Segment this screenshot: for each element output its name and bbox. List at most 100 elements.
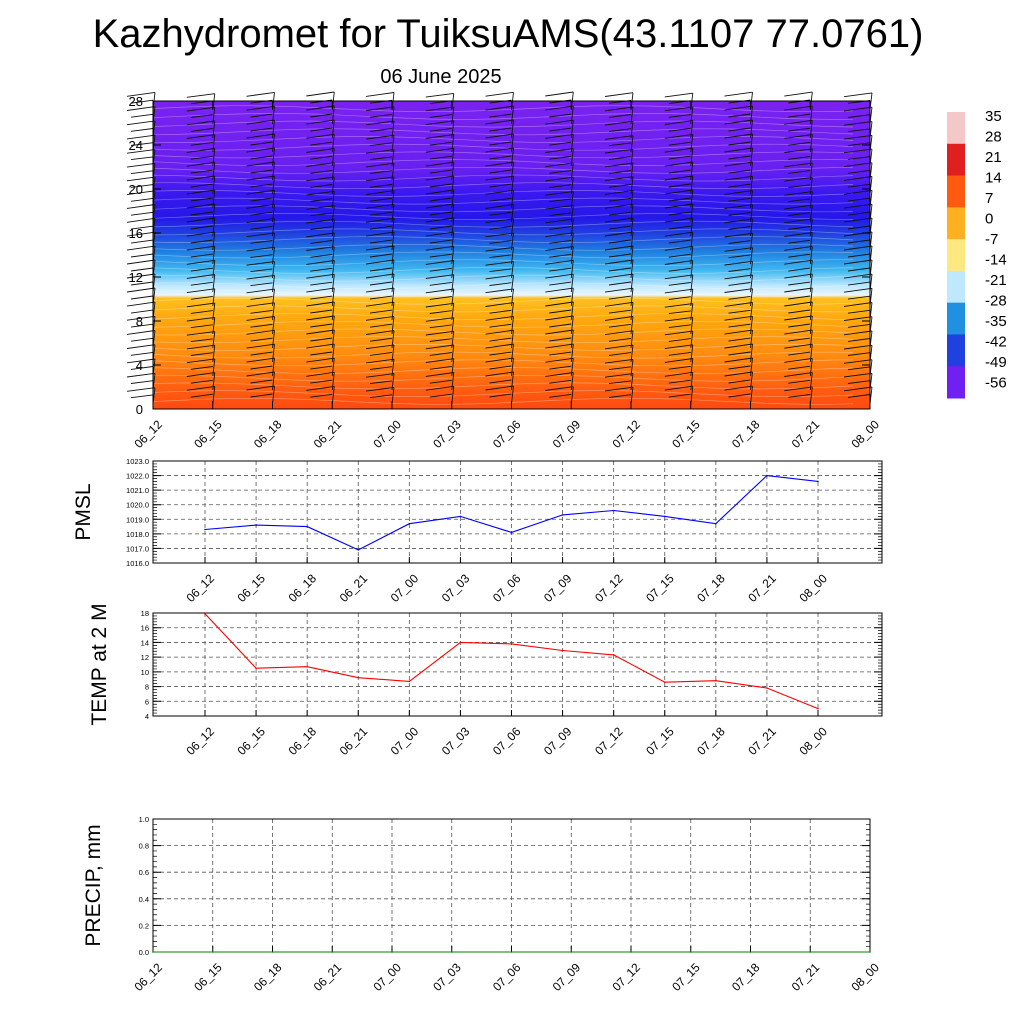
data-point [152, 951, 154, 953]
wind-barb [365, 315, 395, 335]
data-point [391, 951, 393, 953]
wind-barb [186, 288, 216, 307]
x-tick-label: 06_15 [191, 417, 225, 451]
wind-barb [306, 329, 335, 349]
wind-barb [246, 203, 275, 223]
wind-barb [604, 231, 634, 251]
data-point [869, 951, 871, 953]
wind-barb [664, 260, 694, 279]
wind-barb [545, 162, 574, 181]
x-tick-label: 06_18 [251, 417, 285, 451]
wind-barb [784, 315, 813, 335]
x-tick-label: 08_00 [848, 417, 882, 451]
x-tick-label: 07_06 [490, 960, 524, 994]
y-tick-label: 1.0 [139, 815, 149, 824]
data-point [451, 951, 453, 953]
y-tick-label: 0.2 [139, 921, 149, 930]
x-tick-label: 07_15 [643, 724, 677, 758]
wind-barb [664, 189, 694, 209]
x-tick-label: 06_21 [337, 571, 371, 605]
wind-barb [425, 134, 455, 153]
wind-barb [545, 329, 574, 349]
colorbar-swatch [947, 366, 965, 399]
wind-barb [604, 135, 634, 153]
wind-barb [724, 218, 753, 237]
data-point [664, 681, 666, 683]
contour-line [152, 213, 854, 220]
wind-barb [246, 329, 275, 349]
wind-barb [365, 287, 395, 307]
x-tick-label: 07_03 [430, 417, 464, 451]
wind-barb [545, 191, 574, 209]
wind-barb [425, 260, 455, 279]
data-point [212, 951, 214, 953]
x-tick-label: 07_21 [789, 417, 823, 451]
wind-barb [186, 274, 216, 293]
wind-barb [724, 343, 753, 363]
wind-barb [186, 358, 216, 377]
x-tick-label: 07_15 [643, 571, 677, 605]
wind-barb [784, 162, 813, 181]
wind-barb [246, 218, 275, 237]
x-tick-label: 07_18 [729, 960, 763, 994]
wind-barb [664, 344, 694, 363]
wind-barb [664, 274, 694, 293]
data-point [331, 951, 334, 953]
colorbar-label: 28 [985, 129, 1002, 146]
x-tick-label: 06_12 [131, 960, 165, 994]
wind-barb [545, 204, 574, 223]
wind-barb [186, 344, 216, 363]
wind-barb [365, 273, 395, 293]
data-point [766, 687, 768, 689]
x-tick-label: 07_00 [388, 571, 422, 605]
data-point [271, 951, 274, 953]
wind-barb [306, 148, 335, 167]
data-point [570, 951, 573, 953]
wind-barb [246, 302, 275, 321]
wind-barb [784, 343, 813, 363]
wind-barb [604, 287, 634, 307]
wind-barb [306, 133, 335, 153]
wind-barb [306, 232, 335, 251]
wind-barb [784, 191, 813, 209]
wind-barb [545, 259, 574, 279]
wind-barb [126, 245, 156, 265]
wind-barb [365, 162, 395, 181]
wind-barb [664, 120, 694, 139]
wind-barb [365, 330, 395, 349]
wind-barb [365, 120, 395, 139]
wind-barb [545, 273, 574, 293]
colorbar-label: -42 [985, 334, 1007, 351]
wind-barb [604, 217, 634, 237]
wind-barb [545, 105, 574, 125]
wind-barb [545, 372, 574, 391]
wind-barb [306, 287, 335, 307]
y-tick-label: 28 [129, 94, 143, 109]
wind-barb [485, 343, 514, 363]
wind-barb [545, 246, 574, 265]
wind-barb [724, 371, 753, 391]
wind-barb [186, 259, 216, 279]
wind-barb [365, 106, 395, 125]
x-tick-label: 07_21 [745, 724, 779, 758]
wind-barb [126, 372, 156, 391]
x-tick-label: 06_15 [191, 960, 225, 994]
wind-barb [485, 329, 514, 349]
wind-barb [425, 231, 455, 251]
wind-barb [784, 119, 813, 139]
data-point [204, 612, 206, 615]
wind-barb [306, 205, 335, 223]
wind-barb [724, 357, 753, 377]
colorbar-swatch [947, 334, 965, 367]
wind-barb [306, 162, 335, 181]
y-tick-label: 0 [136, 402, 143, 417]
wind-barb [246, 189, 275, 209]
wind-barb [485, 315, 514, 335]
y-tick-label: 1022.0 [126, 472, 149, 481]
wind-barb [485, 357, 514, 377]
wind-barb [186, 106, 216, 125]
wind-barb [724, 302, 753, 321]
wind-barb [664, 303, 694, 321]
data-point [459, 641, 462, 644]
